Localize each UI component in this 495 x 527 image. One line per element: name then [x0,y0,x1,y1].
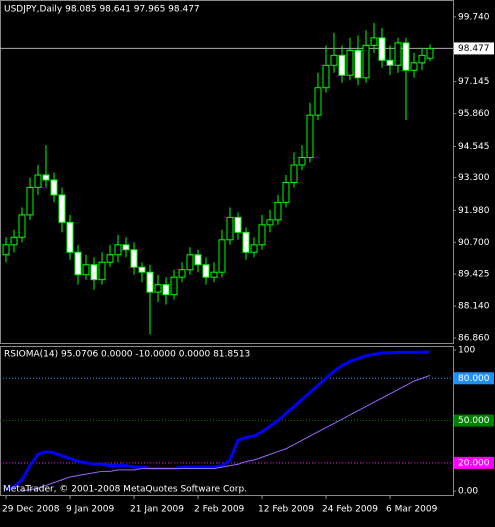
candle-body [346,49,354,76]
candle-body [218,239,226,273]
candle-body [178,269,186,278]
candle-body [50,179,58,196]
candle-body [26,186,34,216]
candle-body [98,261,106,281]
y-tick-label: 91.980 [458,206,490,216]
x-tick-label: 2 Feb 2009 [194,505,245,515]
last-price-label: 98.477 [458,44,490,54]
y-tick-label: 0.00 [458,487,478,497]
y-tick-label: 95.860 [458,109,490,119]
chart-title: USDJPY,Daily 98.085 98.641 97.965 98.477 [4,5,200,15]
candle-body [290,164,298,183]
x-tick-label: 12 Feb 2009 [258,505,314,515]
y-tick-label: 20.000 [458,458,490,468]
candle-body [42,174,50,181]
y-tick-label: 88.140 [458,302,490,312]
indicator-line [5,350,431,492]
candle-body [410,62,418,71]
candle-body [370,37,378,46]
candle-body [426,47,434,59]
candle-body [2,244,10,256]
candle-body [82,264,90,276]
candle-body [234,216,242,233]
x-tick-label: 9 Jan 2009 [66,505,114,515]
main-panel-frame [0,0,454,344]
candle-body [362,44,370,79]
candle-body [146,271,154,293]
y-tick-label: 93.300 [458,173,490,183]
candle-body [338,54,346,76]
candle-body [162,284,170,296]
candle-body [186,254,194,271]
level-label-box [454,414,494,427]
candle-body [202,264,210,278]
candle-body [258,224,266,246]
y-tick-label: 86.860 [458,334,490,344]
candle-body [34,174,42,188]
level-label-box [454,456,494,469]
indicator-line [21,374,431,492]
last-price-box [454,42,494,55]
candle-body [386,59,394,66]
candle-body [58,194,66,223]
candle-body [138,266,146,273]
candle-body [242,231,250,253]
candle-body [354,49,362,79]
y-tick-label: 100 [458,346,475,356]
candle-body [266,219,274,226]
candle-body [106,254,114,263]
candle-body [154,284,162,293]
candle-body [330,54,338,66]
candle-body [194,254,202,266]
candle-body [298,157,306,166]
candle-body [10,236,18,246]
candle-body [74,251,82,276]
candle-body [306,114,314,159]
candle-body [226,216,234,241]
candle-body [90,264,98,281]
x-tick-label: 6 Mar 2009 [386,505,438,515]
candle-body [418,54,426,64]
candle-body [18,214,26,238]
candle-body [282,181,290,203]
candle-body [274,201,282,221]
level-label-box [454,372,494,385]
candle-body [170,276,178,296]
candle-body [66,221,74,253]
candle-body [114,244,122,256]
candle-body [210,271,218,278]
candle-body [122,244,130,251]
y-tick-label: 94.545 [458,142,490,152]
candle-body [250,244,258,253]
candle-body [378,37,386,61]
x-tick-label: 21 Jan 2009 [130,505,184,515]
y-tick-label: 97.145 [458,77,490,87]
candle-body [130,249,138,268]
y-tick-label: 89.425 [458,270,490,280]
y-tick-label: 50.000 [458,416,490,426]
y-tick-label: 90.700 [458,238,490,248]
y-tick-label: 80.000 [458,374,490,384]
indicator-title: RSIOMA(14) 95.0706 0.0000 -10.0000 0.000… [4,350,250,360]
y-tick-label: 99.740 [458,12,490,22]
copyright: MetaTrader, © 2001-2008 MetaQuotes Softw… [3,485,247,495]
candle-body [322,64,330,89]
x-tick-label: 24 Feb 2009 [322,505,378,515]
x-tick-label: 29 Dec 2008 [2,505,60,515]
candle-body [394,42,402,66]
candle-body [402,42,410,71]
candle-body [314,87,322,116]
